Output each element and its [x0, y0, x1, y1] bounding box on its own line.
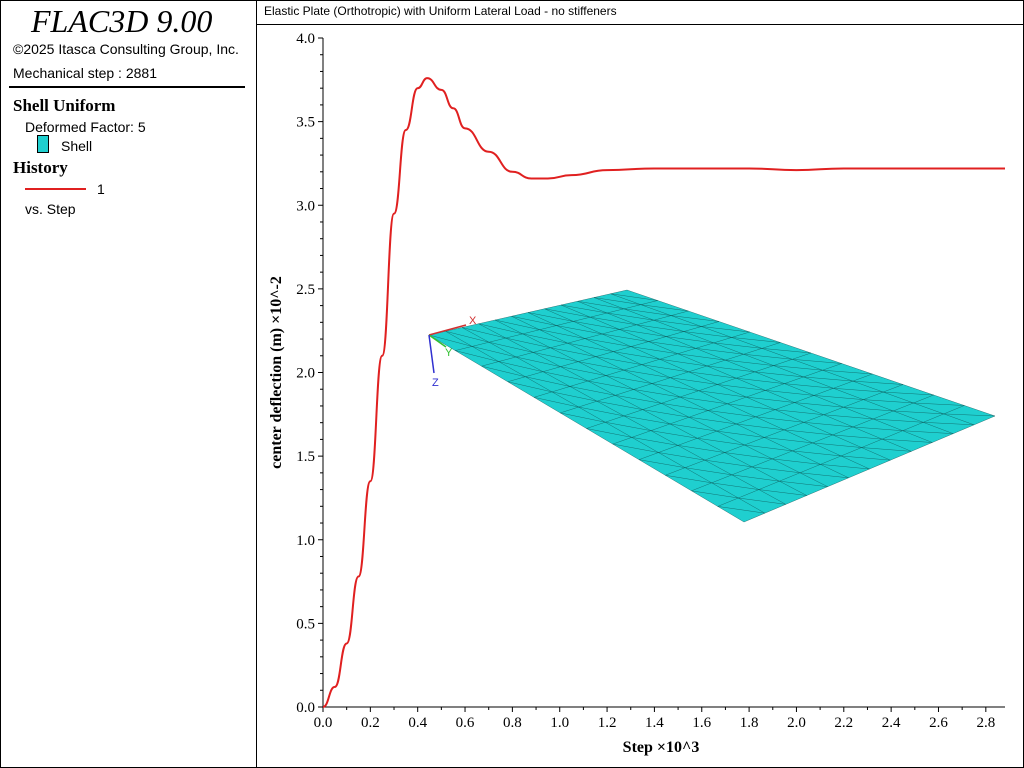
app-title: FLAC3D 9.00	[31, 3, 213, 39]
x-tick-label: 1.2	[598, 715, 617, 731]
x-tick-label: 2.2	[834, 715, 853, 731]
shell-section-title: Shell Uniform	[13, 96, 116, 115]
shell-color-swatch	[37, 135, 49, 153]
legend-separator	[9, 86, 245, 88]
y-tick-label: 1.5	[296, 449, 315, 465]
triad-y-axis	[428, 334, 447, 348]
chart-axes: 0.0 0.5 1.0 1.5 2.0 2.5 3.0 3.5 4.0 0.0 0.2 0.4 0.6 0…	[268, 31, 1005, 756]
triad-z-axis	[428, 334, 435, 374]
y-tick-label: 4.0	[296, 31, 315, 47]
y-tick-label: 2.0	[296, 366, 315, 382]
triad-y-label: Y	[445, 347, 453, 359]
y-tick-label: 2.5	[296, 282, 315, 298]
x-tick-label: 0.0	[314, 715, 333, 731]
chart-series	[322, 77, 1005, 708]
history-line-swatch	[25, 188, 86, 190]
triad-x-label: X	[469, 315, 477, 327]
x-tick-label: 2.0	[787, 715, 806, 731]
legend-panel: FLAC3D 9.00 ©2025 Itasca Consulting Grou…	[0, 0, 257, 768]
history-section-title: History	[13, 158, 68, 177]
shell-model-view: X Y Z	[428, 289, 996, 523]
shell-mesh	[428, 289, 996, 523]
y-tick-label: 0.0	[296, 700, 315, 716]
x-tick-label: 1.8	[740, 715, 759, 731]
y-tick-label: 1.0	[296, 533, 315, 549]
triad-z-label: Z	[432, 377, 439, 389]
vs-step-label: vs. Step	[25, 201, 76, 217]
deformed-factor-text: Deformed Factor: 5	[25, 119, 146, 135]
copyright-text: ©2025 Itasca Consulting Group, Inc.	[13, 41, 239, 57]
triad-x-axis	[428, 324, 467, 336]
x-tick-label: 0.2	[361, 715, 380, 731]
history-item-label: 1	[97, 181, 105, 197]
x-tick-label: 0.4	[408, 715, 427, 731]
x-tick-label: 0.6	[456, 715, 475, 731]
plot-title-divider	[257, 24, 1023, 25]
x-tick-label: 2.6	[929, 715, 948, 731]
shell-surface	[429, 290, 995, 522]
mechanical-step-text: Mechanical step : 2881	[13, 65, 157, 81]
y-tick-label: 3.0	[296, 198, 315, 214]
x-axis-label: Step ×10^3	[623, 739, 700, 756]
x-tick-label: 1.4	[645, 715, 664, 731]
x-tick-label: 2.8	[976, 715, 995, 731]
y-tick-label: 0.5	[296, 616, 315, 632]
shell-legend-label: Shell	[61, 138, 93, 154]
x-tick-label: 2.4	[882, 715, 901, 731]
x-tick-label: 1.0	[550, 715, 569, 731]
x-tick-label: 0.8	[503, 715, 522, 731]
x-tick-label: 1.6	[692, 715, 711, 731]
y-axis-label: center deflection (m) ×10^-2	[268, 276, 285, 469]
plot-title: Elastic Plate (Orthotropic) with Uniform…	[264, 4, 617, 18]
y-tick-label: 3.5	[296, 115, 315, 131]
series-line-1	[322, 77, 1005, 708]
